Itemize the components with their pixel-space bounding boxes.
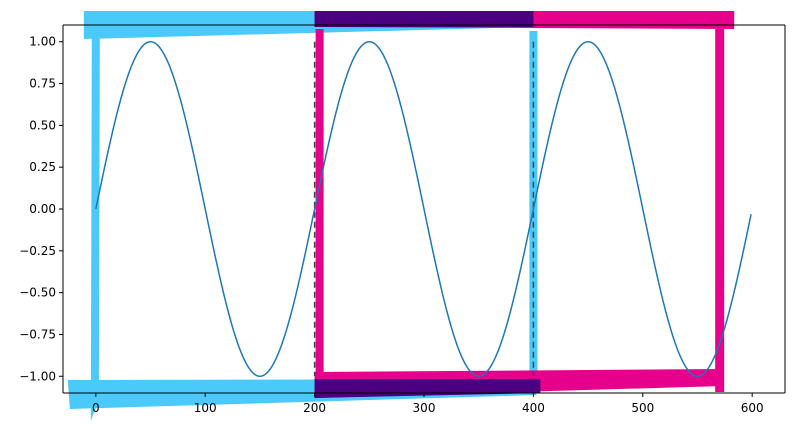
y-tick-label: −0.50	[19, 286, 56, 300]
axes-layer: 1.00 0.75 0.50 0.25 0.00 −0.25 −0.50 −0.75 −1.00…	[19, 24, 786, 415]
y-tick-label: 0.75	[29, 77, 56, 91]
y-tick-label: 0.25	[29, 160, 56, 174]
frame-left-post	[315, 29, 324, 379]
series-line-sine	[95, 40, 752, 378]
series-layer	[95, 40, 752, 378]
x-tick-label: 300	[413, 401, 436, 415]
x-tick-label: 500	[631, 401, 654, 415]
y-tick-label: −1.00	[19, 369, 56, 383]
highlight-frames-layer	[67, 11, 735, 421]
x-tick-label: 100	[194, 401, 217, 415]
y-tick-label: −0.75	[19, 327, 56, 341]
overlap-top-bar	[314, 11, 534, 27]
y-tick-label: 0.50	[29, 118, 56, 132]
x-tick-label: 600	[741, 401, 764, 415]
y-tick-label: 1.00	[29, 35, 56, 49]
frame-left-post	[90, 31, 100, 421]
y-tick-label: 0.00	[29, 202, 56, 216]
reference-lines-layer	[313, 41, 535, 377]
y-tick-label: −0.25	[19, 244, 56, 258]
x-tick-label: 400	[522, 401, 545, 415]
x-tick-label: 0	[92, 401, 100, 415]
x-tick-label: 200	[303, 401, 326, 415]
frame-right-post	[715, 29, 725, 392]
